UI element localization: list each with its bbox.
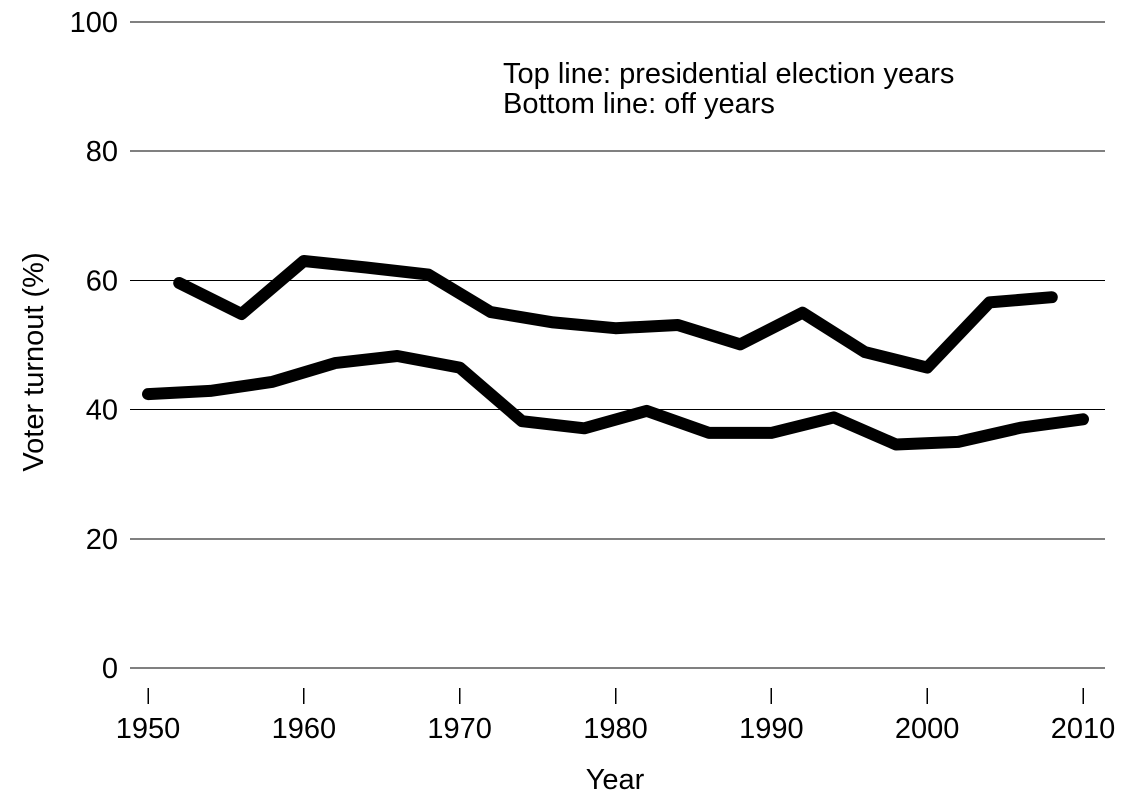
x-tick-label: 1970 (427, 713, 492, 745)
grid-lines (130, 21, 1105, 669)
x-tick-label: 1980 (583, 713, 648, 745)
series-line-bottom (142, 350, 1089, 451)
x-axis-ticks: 1950 1960 1970 1980 1990 2000 2010 (116, 688, 1116, 745)
series-lines (142, 255, 1089, 451)
y-axis-label: Voter turnout (%) (18, 252, 50, 471)
x-tick-label: 1960 (272, 713, 337, 745)
x-tick-label: 2010 (1051, 713, 1116, 745)
y-tick-label: 20 (86, 524, 118, 556)
y-axis-ticks: 0 20 40 60 80 100 (70, 7, 118, 685)
y-tick-label: 60 (86, 265, 118, 297)
x-tick-label: 1950 (116, 713, 181, 745)
annotation-top-line: Top line: presidential election years (503, 58, 954, 90)
y-tick-label: 0 (102, 653, 118, 685)
x-tick-label: 1990 (739, 713, 804, 745)
y-tick-label: 40 (86, 395, 118, 427)
y-tick-label: 100 (70, 7, 118, 39)
annotation-bottom-line: Bottom line: off years (503, 88, 775, 120)
y-tick-label: 80 (86, 136, 118, 168)
series-line-top (173, 255, 1058, 374)
x-axis-label: Year (586, 764, 645, 796)
x-tick-label: 2000 (895, 713, 960, 745)
